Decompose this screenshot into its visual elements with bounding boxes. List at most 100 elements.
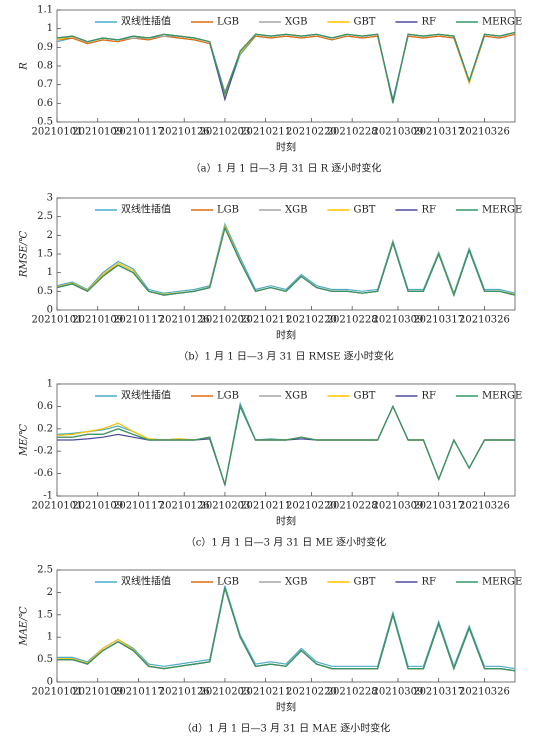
series-line bbox=[56, 404, 515, 485]
y-tick-label: 0.8 bbox=[37, 61, 53, 72]
x-tick-label: 20210203 bbox=[199, 127, 250, 138]
y-tick-label: 0 bbox=[47, 677, 53, 688]
legend-label: MERGE bbox=[482, 205, 522, 216]
x-tick-label: 20210228 bbox=[327, 501, 378, 512]
x-axis-label: 时刻 bbox=[276, 141, 296, 154]
legend-label: 双线性插值 bbox=[121, 15, 171, 28]
x-tick-label: 20210326 bbox=[459, 501, 510, 512]
x-tick-label: 20210117 bbox=[113, 687, 164, 698]
x-tick-label: 20210309 bbox=[373, 501, 424, 512]
x-tick-label: 20210220 bbox=[286, 687, 337, 698]
series-line bbox=[57, 585, 516, 670]
series-line bbox=[56, 31, 516, 104]
legend-label: LGB bbox=[217, 391, 239, 402]
y-tick-label: 2.5 bbox=[37, 211, 53, 222]
x-tick-label: 20210101 bbox=[32, 687, 83, 698]
legend-label: RF bbox=[421, 205, 436, 216]
y-tick-label: 0 bbox=[47, 305, 53, 316]
y-axis-label: R bbox=[19, 62, 30, 71]
x-tick-label: 20210109 bbox=[72, 315, 123, 326]
x-tick-label: 20210228 bbox=[327, 127, 378, 138]
legend-label: LGB bbox=[217, 17, 239, 28]
series-line bbox=[56, 33, 516, 100]
legend-label: RF bbox=[421, 17, 436, 28]
x-tick-label: 20210220 bbox=[286, 501, 337, 512]
series-line bbox=[56, 226, 516, 297]
legend-label: GBT bbox=[353, 205, 375, 216]
x-tick-label: 20210317 bbox=[413, 127, 464, 138]
x-tick-label: 20210317 bbox=[413, 501, 464, 512]
legend-label: MERGE bbox=[482, 17, 522, 28]
x-axis-label: 时刻 bbox=[276, 515, 296, 528]
series-line bbox=[57, 587, 516, 672]
x-tick-label: 20210126 bbox=[159, 687, 210, 698]
x-tick-label: 20210101 bbox=[32, 127, 83, 138]
series-line bbox=[57, 587, 516, 672]
x-tick-label: 20210317 bbox=[413, 687, 464, 698]
x-tick-label: 20210228 bbox=[327, 687, 378, 698]
legend-label: 双线性插值 bbox=[121, 575, 171, 588]
y-tick-label: 0.9 bbox=[37, 42, 53, 53]
legend-label: RF bbox=[421, 391, 436, 402]
x-axis-label: 时刻 bbox=[276, 329, 296, 342]
x-tick-label: 20210211 bbox=[240, 501, 291, 512]
y-tick-label: 1 bbox=[47, 23, 53, 34]
series-line bbox=[57, 404, 515, 485]
x-tick-label: 20210117 bbox=[113, 501, 164, 512]
x-tick-label: 20210309 bbox=[373, 687, 424, 698]
legend-label: LGB bbox=[217, 577, 239, 588]
x-tick-label: 20210228 bbox=[327, 315, 378, 326]
x-tick-label: 20210220 bbox=[286, 315, 337, 326]
x-tick-label: 20210203 bbox=[199, 501, 250, 512]
x-tick-label: 20210126 bbox=[159, 501, 210, 512]
y-tick-label: 1 bbox=[47, 267, 53, 278]
series-line bbox=[56, 33, 516, 102]
y-tick-label: 1.5 bbox=[37, 609, 53, 620]
series-line bbox=[56, 226, 516, 297]
y-tick-label: 0.5 bbox=[37, 654, 53, 665]
legend-label: MERGE bbox=[482, 577, 522, 588]
x-tick-label: 20210317 bbox=[413, 315, 464, 326]
x-tick-label: 20210109 bbox=[72, 501, 123, 512]
x-tick-label: 20210109 bbox=[72, 127, 123, 138]
x-tick-label: 20210109 bbox=[72, 687, 123, 698]
legend-label: MERGE bbox=[482, 391, 522, 402]
y-tick-label: 2.5 bbox=[37, 565, 53, 576]
legend-label: XGB bbox=[285, 17, 307, 28]
y-tick-label: 2 bbox=[47, 587, 53, 598]
y-tick-label: 1.5 bbox=[37, 249, 53, 260]
y-tick-label: 0.7 bbox=[37, 79, 53, 90]
x-tick-label: 20210203 bbox=[199, 315, 250, 326]
x-tick-label: 20210203 bbox=[199, 687, 250, 698]
series-line bbox=[57, 587, 516, 672]
y-tick-label: 3 bbox=[47, 193, 53, 204]
series-line bbox=[56, 31, 516, 104]
x-tick-label: 20210309 bbox=[373, 315, 424, 326]
x-tick-label: 20210326 bbox=[459, 315, 510, 326]
x-tick-label: 20210101 bbox=[32, 501, 83, 512]
caption: （d）1 月 1 日—3 月 31 日 MAE 逐小时变化 bbox=[182, 722, 390, 735]
y-tick-label: 1 bbox=[47, 632, 53, 643]
x-tick-label: 20210117 bbox=[113, 315, 164, 326]
series-line bbox=[56, 226, 516, 297]
series-line bbox=[56, 224, 516, 297]
y-tick-label: -0.2 bbox=[34, 446, 53, 457]
series-line bbox=[56, 222, 516, 295]
y-tick-label: 1.1 bbox=[37, 5, 53, 16]
x-tick-label: 20210211 bbox=[240, 687, 291, 698]
series-line bbox=[57, 404, 515, 488]
x-tick-label: 20210326 bbox=[459, 687, 510, 698]
y-tick-label: 0.6 bbox=[37, 401, 53, 412]
legend-label: XGB bbox=[285, 205, 307, 216]
y-tick-label: -0.6 bbox=[34, 468, 53, 479]
legend-label: LGB bbox=[217, 205, 239, 216]
legend-label: 双线性插值 bbox=[121, 389, 171, 402]
x-axis-label: 时刻 bbox=[276, 701, 296, 714]
legend-label: 双线性插值 bbox=[121, 203, 171, 216]
y-axis-label: MAE/℃ bbox=[19, 606, 30, 646]
y-tick-label: 0.5 bbox=[37, 117, 53, 128]
y-tick-label: 0.6 bbox=[37, 98, 53, 109]
series-line bbox=[56, 31, 516, 104]
